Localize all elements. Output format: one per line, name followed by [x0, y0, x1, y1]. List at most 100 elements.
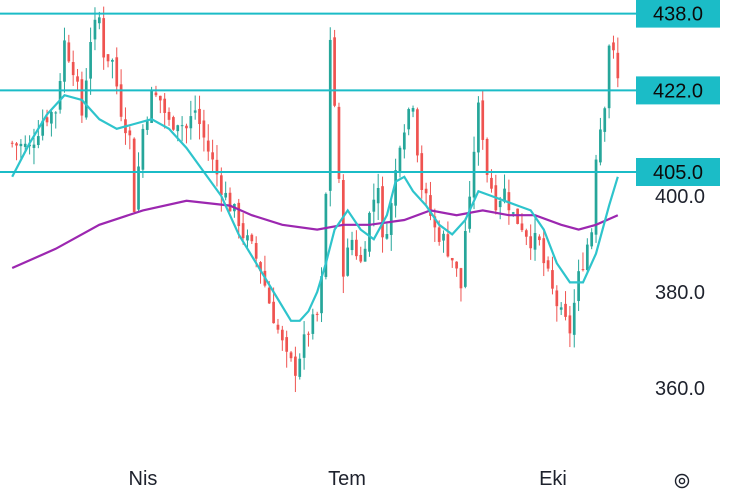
candle: [215, 145, 219, 187]
candle: [233, 203, 236, 218]
candle: [455, 261, 458, 277]
candle: [433, 208, 437, 242]
candle: [503, 174, 506, 204]
y-axis: 360.0 380.0 400.0: [655, 186, 705, 400]
level-2: 405.0: [0, 158, 720, 186]
candle: [607, 44, 611, 119]
candle: [89, 27, 92, 95]
candle: [224, 181, 228, 201]
candle: [119, 69, 123, 122]
candle: [193, 95, 197, 120]
x-axis: Nis Tem Eki: [129, 468, 567, 490]
candle: [616, 37, 620, 88]
candle: [355, 230, 358, 260]
candle: [315, 311, 319, 322]
candle: [263, 255, 267, 288]
level-label-box: [636, 76, 720, 105]
candle: [350, 231, 354, 256]
candle: [450, 257, 454, 268]
candle: [211, 139, 214, 173]
candle: [132, 137, 136, 213]
candle: [76, 68, 79, 90]
candle: [546, 256, 550, 272]
candle: [337, 102, 341, 184]
candle: [167, 107, 171, 126]
candle: [102, 6, 106, 70]
candle: [141, 124, 145, 178]
candle: [585, 238, 589, 273]
candle: [542, 228, 546, 277]
candle: [163, 93, 167, 129]
x-tick-label: Tem: [328, 468, 366, 490]
candle: [359, 246, 363, 264]
candle: [84, 68, 88, 120]
candle: [442, 230, 445, 253]
y-tick-label: 400.0: [655, 186, 705, 208]
candle: [106, 54, 110, 68]
candle: [538, 234, 541, 246]
candle: [424, 182, 428, 206]
candle: [389, 198, 393, 251]
level-1: 422.0: [0, 76, 720, 105]
candle: [180, 116, 184, 142]
level-label-box: [636, 0, 720, 28]
candle: [15, 142, 18, 161]
candle: [19, 139, 23, 160]
candle: [97, 11, 101, 30]
candle: [481, 90, 485, 150]
candle: [198, 95, 201, 140]
candle: [328, 27, 332, 207]
level-0: 438.0: [0, 0, 720, 28]
candle: [228, 187, 232, 212]
candle: [50, 109, 53, 137]
candle: [333, 29, 336, 108]
candle: [172, 115, 175, 131]
candle: [490, 169, 493, 193]
candle: [311, 308, 315, 340]
settings-icon[interactable]: [674, 473, 690, 489]
candle: [185, 123, 188, 144]
candle: [516, 208, 519, 225]
candle: [346, 238, 350, 277]
level-label-box: [636, 158, 720, 186]
candle: [189, 100, 193, 140]
candle: [206, 124, 210, 161]
candle: [276, 318, 280, 334]
candle: [572, 289, 576, 348]
candle: [150, 86, 153, 124]
candle: [10, 140, 14, 148]
candle: [298, 353, 302, 380]
candle: [54, 111, 58, 129]
candle: [381, 176, 384, 253]
candle: [58, 73, 62, 114]
horizontal-levels-group: 438.0 422.0 405.0: [0, 0, 720, 186]
candle: [385, 223, 389, 240]
candle: [128, 126, 132, 150]
candle: [307, 331, 310, 347]
candle: [498, 196, 502, 220]
candle: [407, 107, 411, 136]
candle: [394, 158, 397, 218]
candle: [564, 291, 567, 321]
level-label: 405.0: [653, 162, 703, 184]
candle: [477, 96, 480, 166]
candle: [402, 124, 406, 159]
candle: [111, 58, 114, 79]
y-tick-label: 360.0: [655, 378, 705, 400]
candle: [411, 105, 415, 118]
candle: [250, 233, 254, 244]
candle: [115, 47, 119, 95]
candles-group: [10, 6, 620, 393]
candle: [603, 106, 607, 142]
candle: [289, 350, 293, 362]
candle: [446, 221, 450, 258]
candle: [341, 174, 345, 294]
candle: [63, 27, 66, 93]
candle: [612, 35, 615, 59]
candle: [372, 183, 376, 227]
x-tick-label: Eki: [539, 468, 567, 490]
candle: [599, 117, 602, 166]
candle: [555, 285, 559, 322]
candle: [368, 211, 371, 257]
